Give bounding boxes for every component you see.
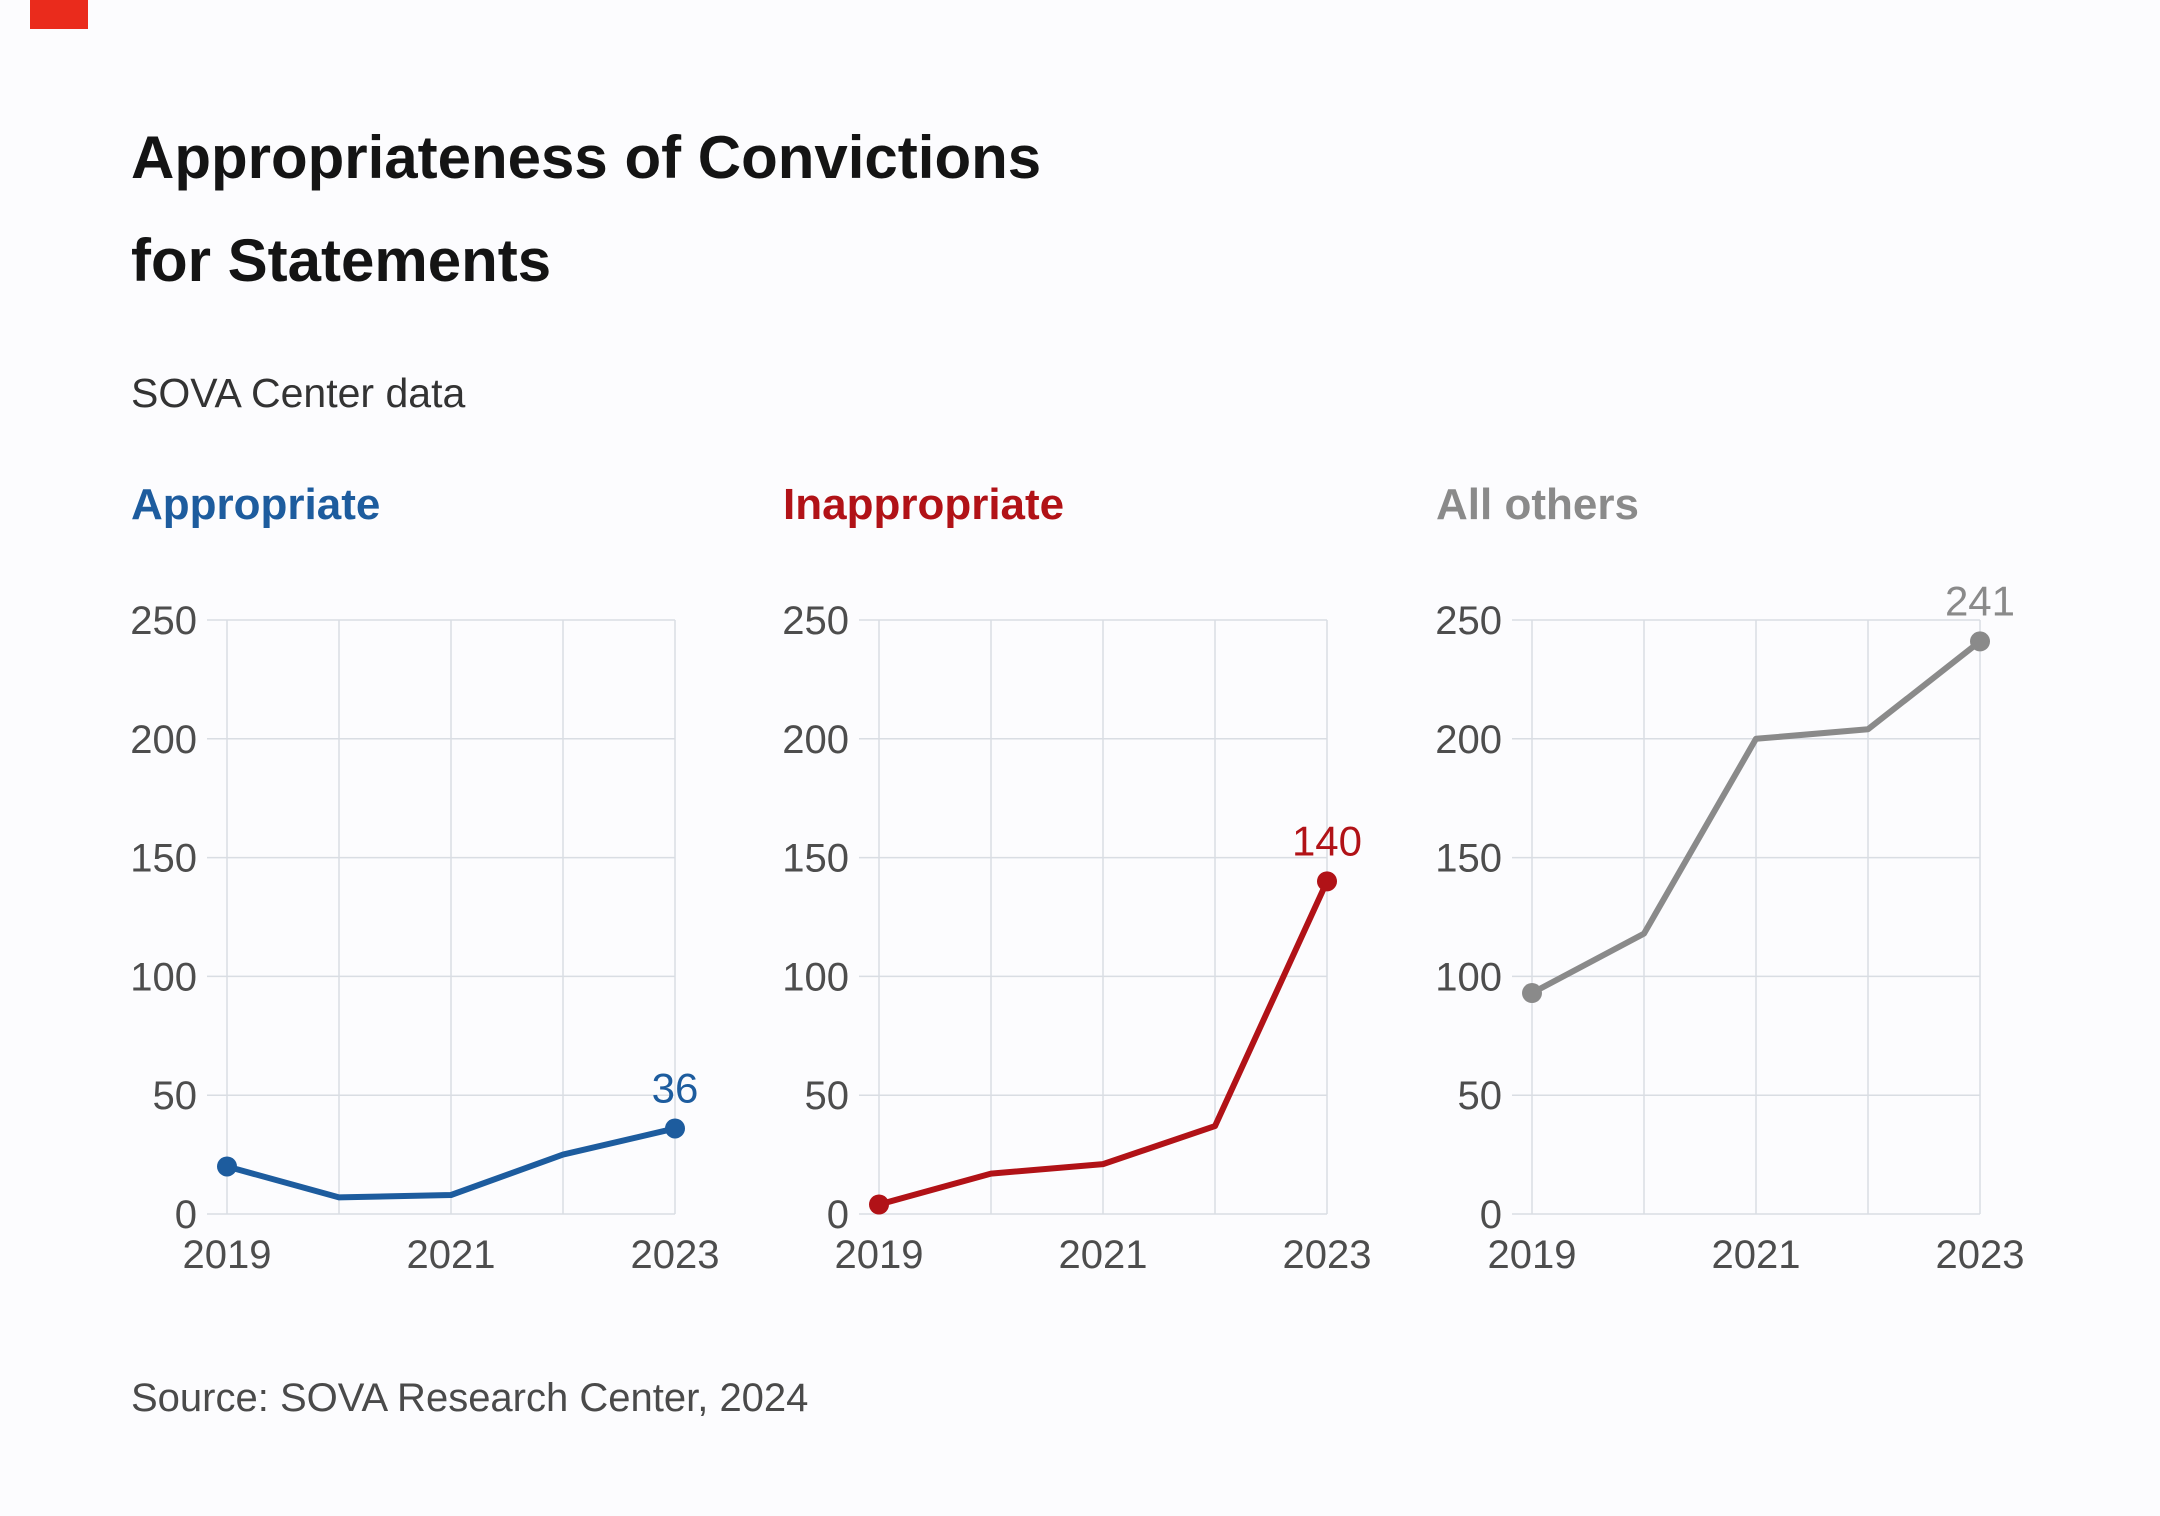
svg-text:241: 241 (1945, 577, 2015, 624)
panel-title-inappropriate: Inappropriate (783, 480, 1065, 529)
chart-subtitle: SOVA Center data (131, 370, 466, 416)
svg-text:2021: 2021 (1712, 1233, 1801, 1277)
svg-text:50: 50 (153, 1074, 198, 1118)
panel-title-appropriate: Appropriate (131, 480, 381, 529)
svg-text:150: 150 (1435, 837, 1502, 881)
svg-text:2023: 2023 (631, 1233, 720, 1277)
line-chart-inappropriate: 0 50 100 150 200 250 2019 2021 2023 140 (782, 599, 1372, 1277)
svg-text:2019: 2019 (183, 1233, 272, 1277)
line-chart-appropriate: 0 50 100 150 200 250 2019 2021 2023 36 (130, 599, 720, 1277)
svg-text:250: 250 (1435, 599, 1502, 643)
panel-all-others: All others 0 50 100 150 200 250 2019 2021 2023 24… (1435, 480, 2096, 1420)
svg-text:2019: 2019 (835, 1233, 924, 1277)
svg-text:100: 100 (130, 955, 197, 999)
svg-text:0: 0 (1480, 1193, 1502, 1237)
svg-text:0: 0 (827, 1193, 849, 1237)
line-chart-all-others: 0 50 100 150 200 250 2019 2021 2023 241 (1435, 577, 2025, 1277)
svg-text:250: 250 (130, 599, 197, 643)
panel-appropriate: Appropriate 0 50 100 150 200 250 2019 2021 2023 3… (130, 480, 791, 1420)
brand-mark (30, 0, 88, 29)
svg-text:50: 50 (1458, 1074, 1503, 1118)
title-line-2: for Statements (131, 227, 552, 294)
svg-text:150: 150 (782, 837, 849, 881)
panel-title-all-others: All others (1436, 480, 1639, 529)
svg-text:2021: 2021 (1059, 1233, 1148, 1277)
svg-text:250: 250 (782, 599, 849, 643)
svg-text:36: 36 (652, 1064, 699, 1111)
svg-text:50: 50 (805, 1074, 850, 1118)
svg-text:100: 100 (782, 955, 849, 999)
svg-text:2019: 2019 (1488, 1233, 1577, 1277)
title-line-1: Appropriateness of Convictions (131, 124, 1042, 191)
svg-text:150: 150 (130, 837, 197, 881)
source-note: Source: SOVA Research Center, 2024 (131, 1376, 809, 1420)
svg-text:2023: 2023 (1936, 1233, 2025, 1277)
svg-text:140: 140 (1292, 817, 1362, 864)
svg-text:2023: 2023 (1283, 1233, 1372, 1277)
svg-text:2021: 2021 (407, 1233, 496, 1277)
svg-text:200: 200 (1435, 718, 1502, 762)
page-title: Appropriateness of Convictions for Statem… (131, 106, 1041, 312)
svg-text:200: 200 (130, 718, 197, 762)
svg-text:200: 200 (782, 718, 849, 762)
svg-text:100: 100 (1435, 955, 1502, 999)
svg-text:0: 0 (175, 1193, 197, 1237)
panel-inappropriate: Inappropriate 0 50 100 150 200 250 2019 2021 202… (782, 480, 1443, 1420)
